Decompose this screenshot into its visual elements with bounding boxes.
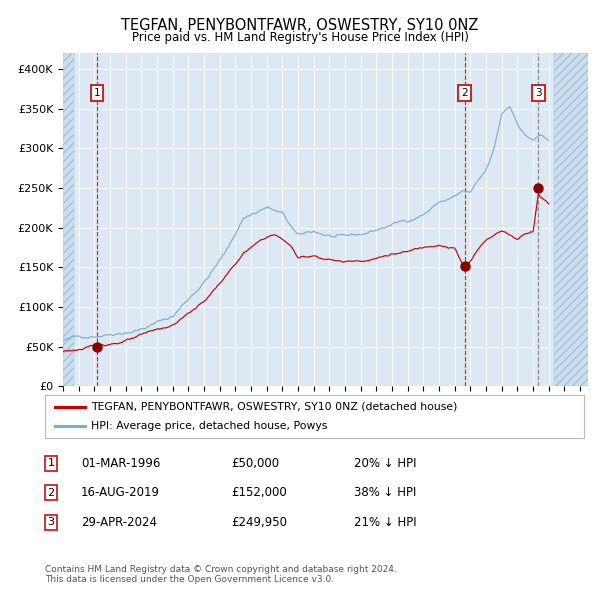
Text: TEGFAN, PENYBONTFAWR, OSWESTRY, SY10 0NZ (detached house): TEGFAN, PENYBONTFAWR, OSWESTRY, SY10 0NZ… <box>91 402 457 412</box>
Text: Contains HM Land Registry data © Crown copyright and database right 2024.
This d: Contains HM Land Registry data © Crown c… <box>45 565 397 584</box>
Bar <box>554 53 588 386</box>
Text: £50,000: £50,000 <box>231 457 279 470</box>
Bar <box>63 53 74 386</box>
Text: 38% ↓ HPI: 38% ↓ HPI <box>354 486 416 499</box>
Text: 29-APR-2024: 29-APR-2024 <box>81 516 157 529</box>
Text: 20% ↓ HPI: 20% ↓ HPI <box>354 457 416 470</box>
Text: 3: 3 <box>535 88 542 98</box>
Text: 01-MAR-1996: 01-MAR-1996 <box>81 457 160 470</box>
Text: 1: 1 <box>47 458 55 468</box>
Text: £152,000: £152,000 <box>231 486 287 499</box>
Text: 3: 3 <box>47 517 55 527</box>
Text: HPI: Average price, detached house, Powys: HPI: Average price, detached house, Powy… <box>91 421 327 431</box>
Text: 2: 2 <box>461 88 468 98</box>
Text: 1: 1 <box>94 88 100 98</box>
Text: Price paid vs. HM Land Registry's House Price Index (HPI): Price paid vs. HM Land Registry's House … <box>131 31 469 44</box>
Text: £249,950: £249,950 <box>231 516 287 529</box>
Text: 2: 2 <box>47 488 55 497</box>
Text: 21% ↓ HPI: 21% ↓ HPI <box>354 516 416 529</box>
Text: 16-AUG-2019: 16-AUG-2019 <box>81 486 160 499</box>
Text: TEGFAN, PENYBONTFAWR, OSWESTRY, SY10 0NZ: TEGFAN, PENYBONTFAWR, OSWESTRY, SY10 0NZ <box>121 18 479 32</box>
